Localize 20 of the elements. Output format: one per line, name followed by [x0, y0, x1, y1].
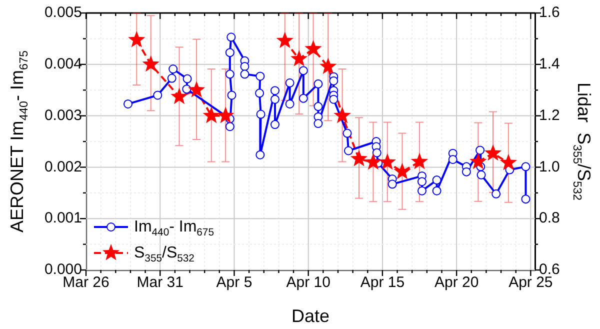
- y-tick-label: 0.001: [44, 210, 82, 227]
- x-tick-label: Apr 5: [216, 274, 252, 292]
- x-tick-label: Apr 25: [508, 274, 553, 292]
- y2-tick-label: 1.4: [539, 56, 560, 73]
- y-tick-label: 0.003: [44, 106, 82, 124]
- y2-axis-title: Lidar S355/S532: [570, 82, 594, 201]
- y2-tick-label: 1.2: [539, 106, 560, 124]
- y-tick-label: 0.004: [44, 56, 82, 73]
- x-tick-label: Mar 31: [136, 274, 184, 292]
- x-tick-label: Apr 20: [434, 274, 479, 292]
- y-axis-title: AERONET Im440- Im675: [6, 50, 31, 232]
- x-tick-label: Apr 10: [286, 274, 330, 292]
- y-tick-label: 0.002: [44, 158, 82, 176]
- y2-tick-label: 0.8: [539, 210, 560, 227]
- y-tick-label: 0.005: [44, 4, 82, 22]
- x-tick-label: Mar 26: [62, 274, 110, 292]
- y2-tick-label: 1.0: [539, 158, 560, 176]
- x-axis-title: Date: [291, 306, 330, 326]
- x-tick-label: Apr 15: [360, 274, 405, 292]
- y2-tick-label: 1.6: [539, 4, 560, 22]
